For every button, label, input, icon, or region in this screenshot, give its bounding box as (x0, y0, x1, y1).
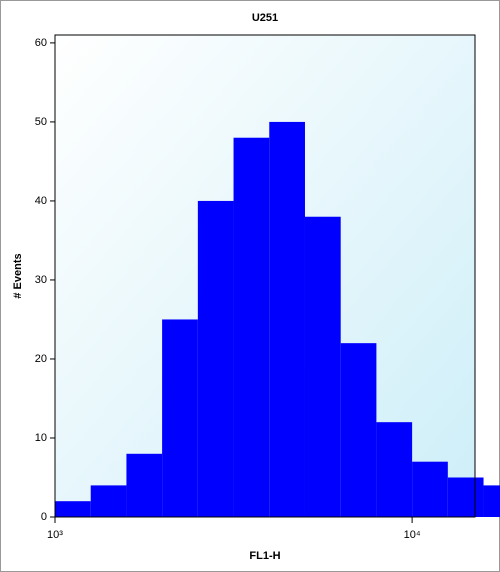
histogram-bar (55, 501, 91, 517)
histogram-bar (483, 485, 500, 517)
histogram-bar (304, 216, 341, 517)
y-tick-label: 50 (35, 116, 47, 128)
y-tick-label: 40 (35, 195, 47, 207)
x-axis-label: FL1-H (249, 550, 280, 562)
histogram-bar (126, 453, 163, 517)
y-tick-label: 60 (35, 37, 47, 49)
y-axis-label: # Events (12, 253, 24, 298)
y-tick-label: 10 (35, 432, 47, 444)
histogram-bar (197, 200, 234, 517)
x-tick-label: 10⁴ (404, 529, 421, 541)
y-tick-label: 0 (41, 511, 47, 523)
histogram-bar (376, 422, 413, 517)
histogram-bar (412, 461, 448, 517)
histogram-bar (447, 477, 484, 517)
histogram-bar (90, 485, 127, 517)
histogram-bar (162, 319, 198, 517)
y-tick-label: 30 (35, 274, 47, 286)
histogram-bar (269, 121, 305, 517)
plot-border (54, 34, 476, 518)
histogram-bar (340, 343, 377, 517)
chart-title: U251 (252, 12, 278, 24)
x-tick-label: 10³ (47, 529, 63, 541)
y-tick-label: 20 (35, 353, 47, 365)
histogram-bar (233, 137, 270, 517)
